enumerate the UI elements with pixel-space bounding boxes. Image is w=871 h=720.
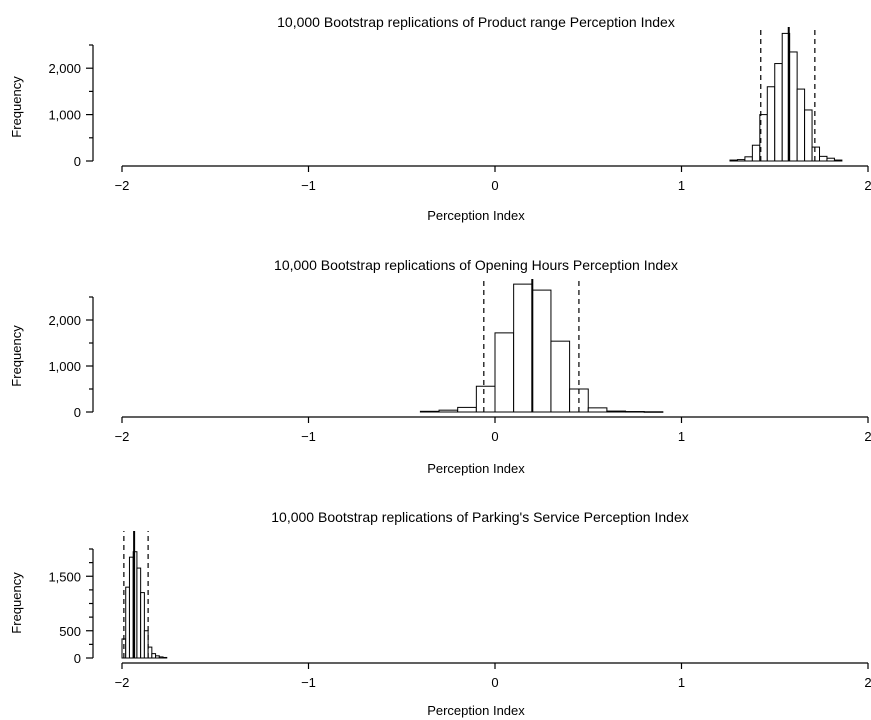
- histogram-bar: [140, 592, 145, 659]
- x-tick-label: 1: [678, 675, 685, 690]
- histogram-bar: [531, 289, 552, 413]
- y-tick-label: 1,500: [48, 569, 81, 584]
- histogram-bar: [789, 51, 798, 162]
- plot-area: −2 −1 0 1 2 0 1,000 2,000: [48, 279, 871, 444]
- x-axis-label: Perception Index: [427, 703, 525, 718]
- panel-title: 10,000 Bootstrap replications of Parking…: [271, 509, 688, 525]
- y-tick-label: 0: [74, 154, 81, 169]
- histogram-bar: [819, 155, 828, 162]
- x-tick-label: 0: [491, 429, 498, 444]
- plot-area: −2 −1 0 1 2 0 500 1,500: [48, 531, 871, 690]
- histogram-bar: [729, 159, 738, 162]
- y-tick-label: 1,000: [48, 108, 81, 123]
- x-tick-label: 1: [678, 429, 685, 444]
- x-tick-label: −2: [115, 675, 130, 690]
- x-tick-label: −2: [115, 429, 130, 444]
- plot-area: −2 −1 0 1 2 0 1,000 2,000: [48, 27, 871, 193]
- x-tick-label: 0: [491, 178, 498, 193]
- y-tick-label: 0: [74, 651, 81, 666]
- y-axis-label: Frequency: [9, 76, 24, 138]
- histogram-bar: [625, 411, 645, 413]
- x-axis-label: Perception Index: [427, 461, 525, 476]
- histogram-bar: [438, 409, 459, 413]
- histogram-bar: [513, 283, 533, 413]
- y-tick-label: 2,000: [48, 313, 81, 328]
- panel-parking-service: 10,000 Bootstrap replications of Parking…: [9, 509, 871, 718]
- y-axis-label: Frequency: [9, 325, 24, 387]
- x-tick-label: −2: [115, 178, 130, 193]
- y-axis-label: Frequency: [9, 572, 24, 634]
- histogram-bar: [494, 332, 515, 413]
- panel-opening-hours: 10,000 Bootstrap replications of Opening…: [9, 257, 871, 476]
- y-tick-label: 1,000: [48, 359, 81, 374]
- histogram-bar: [457, 406, 477, 413]
- histogram-bar: [147, 646, 153, 659]
- histogram-bar: [162, 656, 168, 659]
- x-axis-label: Perception Index: [427, 208, 525, 223]
- histogram-bar: [475, 385, 496, 413]
- x-tick-label: −1: [301, 675, 316, 690]
- histogram-bar: [736, 159, 746, 162]
- histogram-bar: [606, 410, 627, 413]
- histogram-bar: [587, 407, 608, 413]
- histogram-bar: [158, 656, 164, 659]
- x-tick-label: −1: [301, 429, 316, 444]
- x-tick-label: −1: [301, 178, 316, 193]
- histogram-bar: [136, 567, 142, 659]
- histogram-bar: [804, 109, 813, 162]
- histogram-bar: [128, 556, 134, 659]
- x-tick-label: 0: [491, 675, 498, 690]
- histogram-bar: [744, 156, 753, 162]
- panel-product-range: 10,000 Bootstrap replications of Product…: [9, 14, 871, 223]
- panel-title: 10,000 Bootstrap replications of Product…: [277, 14, 675, 30]
- histogram-bar: [811, 146, 821, 162]
- histogram-bar: [151, 653, 157, 659]
- histogram-bar: [419, 410, 440, 413]
- histogram-bar: [796, 88, 806, 162]
- histogram-bar: [751, 144, 761, 162]
- panel-title: 10,000 Bootstrap replications of Opening…: [274, 257, 678, 273]
- x-tick-label: 1: [678, 178, 685, 193]
- y-tick-label: 2,000: [48, 61, 81, 76]
- histogram-bar: [550, 340, 571, 413]
- x-tick-label: 2: [864, 675, 871, 690]
- y-tick-label: 0: [74, 405, 81, 420]
- x-tick-label: 2: [864, 178, 871, 193]
- histogram-bar: [155, 655, 160, 659]
- histogram-bar: [643, 411, 664, 413]
- histogram-bar: [125, 586, 130, 659]
- x-tick-label: 2: [864, 429, 871, 444]
- histogram-bar: [826, 157, 835, 162]
- histogram-bar: [766, 86, 776, 162]
- histogram-bar: [833, 159, 843, 162]
- histogram-bar: [774, 63, 783, 162]
- y-tick-label: 500: [59, 624, 81, 639]
